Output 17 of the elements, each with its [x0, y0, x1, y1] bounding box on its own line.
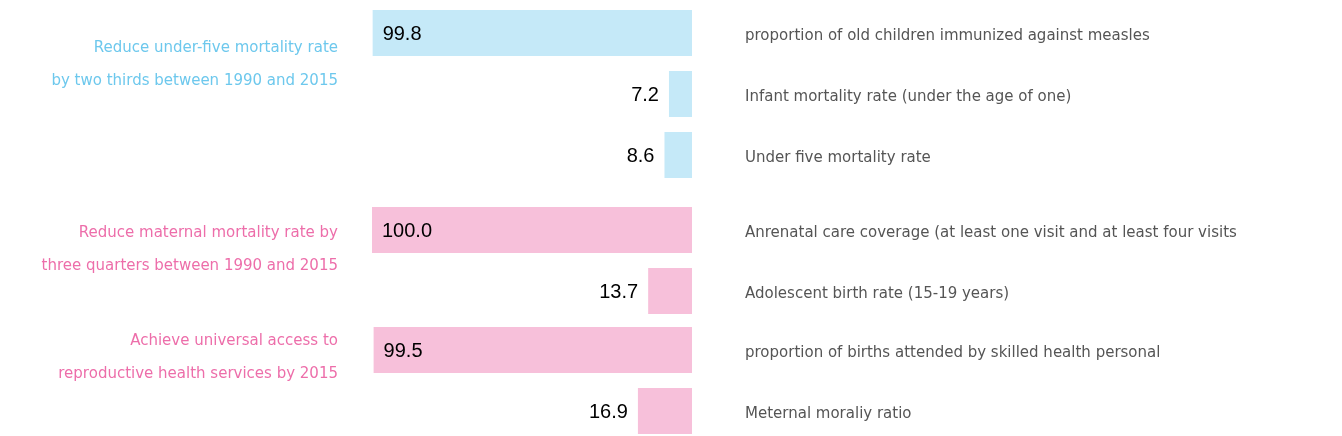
data-label: 8.6 [626, 144, 655, 166]
y-tick-label: Infant mortality rate (under the age of one) [745, 87, 1072, 106]
y-tick-label: Anrenatal care coverage (at least one visit and at least four visits [745, 223, 1238, 242]
data-label: 100.0 [382, 219, 433, 241]
y-tick-label: Meternal moraliy ratio [745, 404, 912, 423]
y-tick-label: proportion of old children immunized against measles [745, 26, 1150, 45]
text: Reduce maternal mortality rate by three quarters between 1990 and 2015 [41, 223, 339, 275]
y-tick-label: Under five mortality rate [745, 148, 931, 167]
data-label: 16.9 [588, 400, 628, 422]
data-label: 99.8 [382, 22, 422, 44]
data-label: 13.7 [599, 280, 639, 302]
y-tick-label: proportion of births attended by skilled health personal [745, 343, 1161, 362]
data-label: 7.2 [631, 83, 659, 105]
y-tick-label: Adolescent birth rate (15-19 years) [745, 284, 1010, 303]
data-label: 99.5 [383, 339, 423, 361]
text: Achieve universal access to reproductive health services by 2015 [58, 330, 338, 382]
text: Reduce under-five mortality rate by two thirds between 1990 and 2015 [51, 38, 338, 90]
